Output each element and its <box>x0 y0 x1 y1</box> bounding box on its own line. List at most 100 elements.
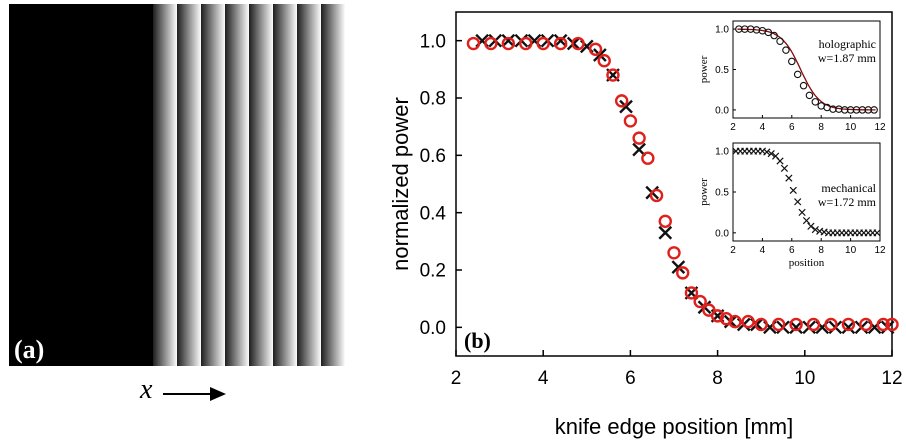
fringe-stripe <box>177 4 202 366</box>
y-tick-label: 0.5 <box>715 188 729 199</box>
y-tick-label: 0.0 <box>420 318 446 339</box>
x-axis-symbol: x <box>139 374 153 405</box>
data-point-cross <box>763 148 771 156</box>
inset-mechanical: 2 4 6 8 10 12 0.0 0.5 1.0 power position mechanical… <box>698 142 886 269</box>
data-point-circle <box>693 294 707 309</box>
y-tick-label: 0.5 <box>715 65 729 76</box>
data-point-cross <box>873 229 881 237</box>
fringe-stripe <box>321 4 346 366</box>
x-tick-label: 4 <box>538 368 549 389</box>
inset-y-axis-label: power <box>698 55 710 83</box>
data-point-cross <box>619 99 633 114</box>
data-point-cross <box>789 320 803 335</box>
y-tick-label: 1.0 <box>715 25 729 36</box>
data-point-circle <box>799 81 808 90</box>
fringe-stripe <box>297 4 322 366</box>
data-point-circle <box>841 317 856 332</box>
fringe-stripe <box>201 4 226 366</box>
inset-holographic: 2 4 6 8 10 12 0.0 0.5 1.0 power holographicw=1.87 … <box>698 20 886 133</box>
data-point-circle <box>641 151 655 165</box>
data-point-circle <box>501 36 516 51</box>
x-tick-label: 8 <box>712 368 723 389</box>
data-point-circle <box>876 317 890 332</box>
y-tick-label: 0.2 <box>420 261 446 282</box>
data-point-circle <box>741 314 755 329</box>
x-tick-label: 2 <box>451 368 462 389</box>
x-tick-label: 4 <box>760 245 766 256</box>
data-point-circle <box>571 36 585 51</box>
fringe-stripe <box>153 4 178 366</box>
data-point-circle <box>466 36 481 51</box>
fringe-stripe <box>225 4 250 366</box>
data-point-circle <box>632 131 646 145</box>
data-point-cross <box>785 174 793 182</box>
inset-annotation: w=1.72 mm <box>818 195 877 209</box>
x-tick-label: 6 <box>789 245 795 256</box>
data-point-circle <box>614 94 629 108</box>
data-point-circle <box>536 36 550 51</box>
data-point-cross <box>789 186 797 194</box>
x-tick-label: 8 <box>818 245 824 256</box>
data-point-circle <box>870 106 878 114</box>
data-point-cross <box>776 157 784 165</box>
x-tick-label: 10 <box>794 368 815 389</box>
data-point-circle <box>771 317 786 332</box>
data-point-circle <box>519 36 533 51</box>
data-point-circle <box>805 91 814 100</box>
y-axis-label: normalized power <box>388 97 413 271</box>
y-tick-label: 0.0 <box>715 228 729 239</box>
data-point-circle <box>658 214 672 228</box>
inset-annotation: w=1.87 mm <box>818 51 877 65</box>
x-tick-label: 12 <box>874 245 886 256</box>
data-point-circle <box>811 98 820 106</box>
data-point-cross <box>501 33 516 48</box>
data-point-cross <box>658 225 673 240</box>
fringe-stripes <box>153 4 346 366</box>
data-point-circle <box>484 36 498 51</box>
y-tick-label: 0.8 <box>420 89 446 110</box>
data-point-cross <box>798 208 806 217</box>
x-axis-label: knife edge position [mm] <box>555 414 793 439</box>
dark-region <box>9 4 153 366</box>
data-point-cross <box>767 149 775 158</box>
data-point-circle <box>788 57 796 66</box>
inset-annotation: mechanical <box>821 181 876 195</box>
fringe-image-panel: (a) x <box>9 4 346 405</box>
y-tick-label: 1.0 <box>420 31 446 52</box>
data-point-circle <box>770 31 778 40</box>
data-point-circle <box>859 317 873 332</box>
data-point-cross <box>794 198 802 206</box>
fringe-stripe <box>249 4 274 366</box>
data-point-circle <box>776 37 784 45</box>
data-point-circle <box>623 114 638 128</box>
plot-frame <box>732 20 881 119</box>
data-point-circle <box>553 36 568 51</box>
y-tick-label: 0.6 <box>420 146 446 167</box>
data-point-cross <box>802 216 811 225</box>
data-point-circle <box>649 188 664 203</box>
data-point-cross <box>811 225 819 234</box>
x-tick-label: 2 <box>730 122 736 133</box>
data-point-cross <box>841 320 856 335</box>
data-point-circle <box>824 317 838 332</box>
fit-curve <box>737 28 876 111</box>
fringe-stripe <box>273 4 298 366</box>
y-tick-label: 1.0 <box>715 147 729 158</box>
data-point-circle <box>754 317 768 332</box>
data-point-cross <box>593 48 607 62</box>
data-point-cross <box>671 260 686 274</box>
inset-x-axis-label: position <box>789 257 825 269</box>
y-tick-label: 0.0 <box>715 105 729 116</box>
data-point-cross <box>807 222 815 230</box>
data-point-circle <box>782 46 790 54</box>
data-point-circle <box>606 68 620 82</box>
data-point-circle <box>885 317 899 332</box>
data-point-circle <box>676 266 690 280</box>
y-tick-label: 0.4 <box>420 203 447 224</box>
inset-annotation: holographic <box>819 37 876 51</box>
data-point-circle <box>588 42 603 56</box>
data-point-cross <box>780 164 789 172</box>
data-point-circle <box>793 70 802 79</box>
x-tick-label: 12 <box>881 368 902 389</box>
data-point-circle <box>684 286 699 300</box>
